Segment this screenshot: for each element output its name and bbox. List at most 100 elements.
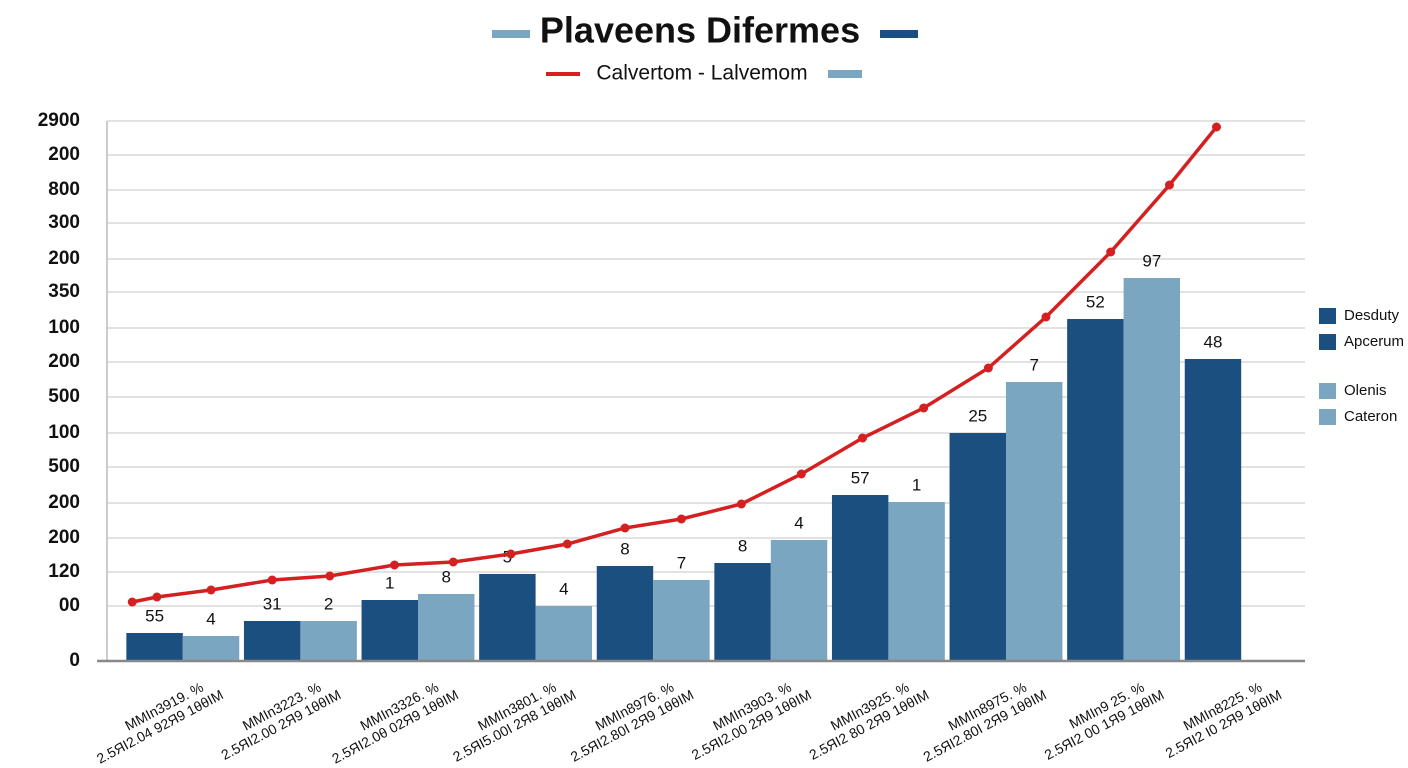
y-tick-label: 350	[48, 281, 80, 302]
bar	[361, 600, 418, 661]
line-point	[152, 592, 162, 602]
x-tick-label-group: MMIn3326. %2.5ЯI2.0θ 02Я9 1θθIM	[329, 679, 461, 767]
y-tick-label: 100	[48, 317, 80, 338]
legend-label: Apcerum	[1344, 333, 1404, 350]
line-point	[1212, 122, 1222, 132]
bar-label: 8	[738, 536, 747, 555]
bar-label: 1	[912, 475, 921, 494]
bar	[888, 502, 945, 661]
y-tick-label: 120	[48, 561, 80, 582]
y-tick-label: 200	[48, 248, 80, 269]
bar	[1123, 278, 1181, 661]
bar	[596, 566, 654, 661]
bar-label: 2	[324, 594, 333, 613]
bar-label: 4	[206, 609, 215, 628]
bar	[300, 621, 357, 661]
x-tick-label-group: MMIn8975. %2.5ЯI2.80I 2Я9 1θθIM	[921, 679, 1049, 765]
bar-label: 31	[263, 594, 282, 613]
line-point	[858, 433, 868, 443]
line-point	[1041, 312, 1051, 322]
line-point	[620, 523, 630, 533]
bar-label: 1	[385, 573, 394, 592]
y-tick-label: 200	[48, 351, 80, 372]
y-tick-label: 800	[48, 179, 80, 200]
y-tick-label: 200	[48, 527, 80, 548]
x-tick-label-group: MMIn3903. %2.5ЯI2.00 2Я9 1θθIM	[689, 679, 814, 763]
bar	[418, 594, 475, 661]
chart-title: Plaveens Difermes	[540, 10, 860, 51]
line-point	[206, 585, 216, 595]
bar-label: 48	[1204, 332, 1223, 351]
bar-label: 52	[1086, 292, 1105, 311]
y-tick-label: 200	[48, 144, 80, 165]
line-point	[448, 557, 458, 567]
title-swatch	[880, 30, 918, 38]
line-point	[325, 571, 335, 581]
bar	[653, 580, 710, 661]
bar-label: 7	[677, 553, 686, 572]
line-point	[1164, 180, 1174, 190]
line-point	[389, 560, 399, 570]
y-tick-label: 100	[48, 422, 80, 443]
legend-label: Olenis	[1344, 382, 1387, 399]
y-tick-label: 500	[48, 386, 80, 407]
bar	[1184, 359, 1242, 661]
line-point	[919, 403, 929, 413]
legend-swatch	[1319, 308, 1336, 324]
y-tick-label: 200	[48, 492, 80, 513]
subtitle-swatch	[828, 70, 862, 78]
x-tick-label-group: MMIn3223. %2.5ЯI2.00 2Я9 1θθIM	[218, 679, 343, 763]
bar	[182, 636, 240, 661]
legend-label: Cateron	[1344, 408, 1397, 425]
bar-label: 25	[968, 406, 987, 425]
bar-label: 4	[559, 579, 568, 598]
bar-label: 4	[794, 513, 803, 532]
line-point	[796, 469, 806, 479]
y-tick-label: 500	[48, 456, 80, 477]
line	[131, 125, 1218, 604]
line-point	[506, 549, 516, 559]
bar-label: 8	[441, 567, 450, 586]
line-point	[127, 597, 137, 607]
bar	[770, 540, 828, 661]
bar	[949, 433, 1006, 661]
line-point	[267, 575, 277, 585]
bar	[126, 633, 183, 661]
line-point	[676, 514, 686, 524]
y-tick-label: 0	[69, 650, 80, 671]
y-tick-label: 2900	[38, 110, 80, 131]
x-tick-label-group: MMIn3925. %2.5ЯI2 80 2Я9 1θθIM	[806, 679, 931, 763]
bar	[243, 621, 301, 661]
legend-swatch	[1319, 334, 1336, 350]
y-tick-label: 00	[59, 595, 80, 616]
bar-label: 97	[1142, 251, 1161, 270]
line-point	[1106, 247, 1116, 257]
legend-swatch	[1319, 409, 1336, 425]
y-tick-label: 300	[48, 212, 80, 233]
x-tick-label-group: MMIn9 25. %2.5ЯI2 00 1Я9 1θθIM	[1042, 679, 1167, 763]
bar-label: 55	[145, 606, 164, 625]
bar	[714, 563, 771, 661]
x-tick-label-group: MMIn3801. %2.5ЯI5.00I 2Я8 1θθIM	[450, 679, 578, 765]
bar	[1067, 319, 1124, 661]
legend-swatch	[1319, 383, 1336, 399]
line-point	[562, 539, 572, 549]
bar	[831, 495, 889, 661]
bar-label: 8	[620, 539, 629, 558]
x-tick-label-group: MMIn8976. %2.5ЯI2.80I 2Я9 1θθIM	[568, 679, 696, 765]
bar	[1006, 382, 1063, 661]
title-swatch	[492, 30, 530, 38]
bar-label: 57	[851, 468, 870, 487]
bar	[479, 574, 536, 661]
bar	[535, 606, 593, 661]
bar-label: 5	[503, 547, 512, 566]
line-point	[736, 499, 746, 509]
chart-subtitle: Calvertom - Lalvemom	[596, 62, 807, 85]
x-tick-label-group: MMIn3919. %2.5ЯI2.04 92Я9 1θθIM	[94, 679, 226, 767]
legend-label: Desduty	[1344, 307, 1400, 324]
bar-label: 7	[1029, 355, 1038, 374]
x-tick-label-group: MMIn8225. %2.5ЯI2 I0 2Я9 1θθIM	[1163, 679, 1285, 761]
line-point	[983, 363, 993, 373]
